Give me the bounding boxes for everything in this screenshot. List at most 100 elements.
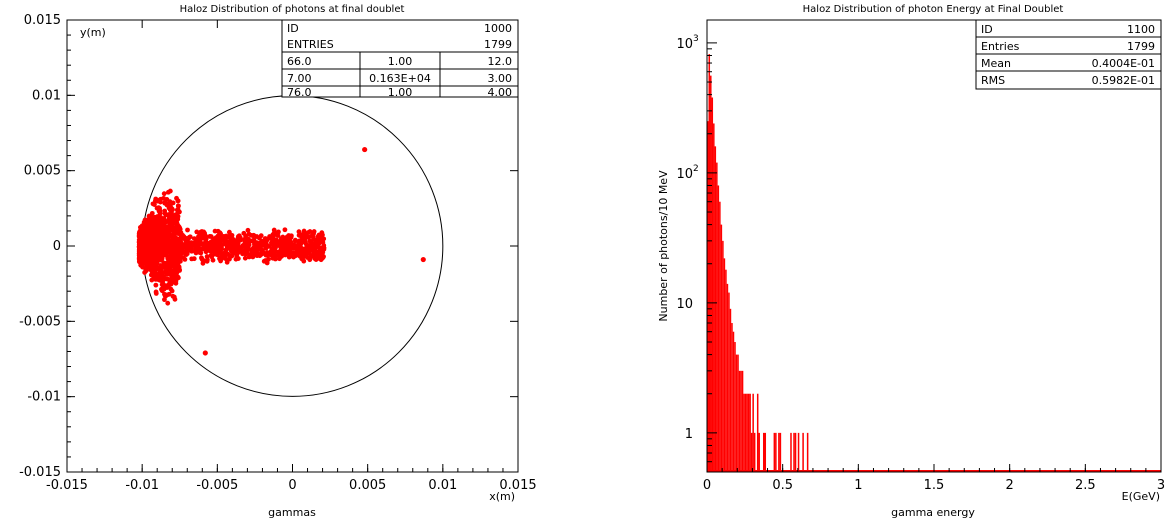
histogram-bar [750, 432, 753, 472]
histogram-bar [764, 432, 767, 472]
photon-point [174, 243, 179, 249]
histogram-bar [725, 269, 727, 472]
scatter-stats-cell: 76.0 [287, 86, 312, 99]
photon-point [167, 221, 173, 227]
photon-point [152, 198, 158, 204]
histogram-bar [744, 393, 747, 472]
histogram-bar [710, 75, 712, 472]
photon-point [235, 235, 241, 241]
histogram-bar [726, 283, 729, 472]
photon-point [145, 241, 150, 247]
photon-point [214, 237, 219, 243]
histogram-bar [731, 323, 733, 472]
photon-point [241, 230, 247, 236]
photon-point [166, 254, 172, 260]
photon-point [153, 282, 159, 288]
photon-point [200, 257, 205, 263]
photon-point [212, 228, 218, 234]
photon-point [163, 212, 169, 218]
x-tick-label: 2.5 [1075, 478, 1096, 493]
histogram-bar [732, 331, 735, 472]
photon-point [164, 245, 170, 251]
photon-point [240, 243, 246, 249]
histogram-bar [762, 432, 765, 472]
photon-point [145, 226, 151, 231]
photon-point [161, 233, 167, 239]
photon-point [302, 246, 308, 252]
photon-point [163, 276, 168, 282]
photon-point [156, 198, 162, 203]
y-tick-label: 10 [676, 37, 693, 52]
photon-point [244, 243, 250, 249]
x-tick-label: 1 [854, 478, 862, 493]
photon-point [224, 239, 230, 245]
photon-point [149, 244, 155, 250]
photon-point [161, 282, 166, 287]
photon-point [276, 253, 281, 259]
histogram-bar [737, 354, 739, 472]
histogram-bar [779, 432, 782, 472]
photon-point [159, 241, 165, 247]
y-tick-exponent: 3 [693, 34, 699, 44]
y-tick-label: -0.01 [27, 390, 61, 405]
scatter-title: Haloz Distribution of photons at final d… [180, 4, 405, 15]
photon-point [165, 260, 171, 266]
photon-point [291, 253, 296, 259]
photon-point [168, 240, 174, 246]
histogram-stats-label: Mean [981, 57, 1011, 70]
photon-point [140, 260, 146, 266]
y-tick-label: 0 [53, 239, 61, 254]
scatter-stats-cell: 4.00 [488, 86, 513, 99]
photon-point [156, 274, 161, 280]
histogram-bar [749, 393, 751, 472]
photon-point [303, 252, 309, 258]
photon-point [235, 244, 241, 249]
photon-point [177, 268, 182, 273]
photon-point [173, 280, 179, 286]
photon-point [318, 239, 324, 244]
histogram-bar [797, 432, 800, 472]
photon-point [319, 247, 325, 253]
photon-point [197, 238, 203, 243]
x-tick-label: 0.005 [349, 478, 386, 493]
photon-point [170, 207, 175, 213]
photon-point [298, 240, 304, 246]
histogram-bar [741, 370, 744, 472]
photon-point [229, 242, 235, 248]
photon-point [156, 251, 161, 257]
photon-point [165, 189, 171, 195]
scatter-stats-cell: 3.00 [488, 72, 513, 85]
histogram-bar [740, 370, 742, 472]
scatter-stats-cell: 12.0 [488, 55, 513, 68]
photon-point [157, 269, 163, 275]
photon-point [145, 251, 151, 257]
photon-point [171, 230, 177, 236]
photon-point [169, 247, 175, 253]
histogram-stats-value: 0.4004E-01 [1092, 57, 1155, 70]
photon-point [175, 214, 181, 219]
photon-point [170, 200, 176, 206]
x-tick-label: 0.5 [772, 478, 793, 493]
scatter-stats-cell: 1.00 [388, 86, 413, 99]
photon-point [208, 253, 214, 259]
scatter-stats-cell: 0.163E+04 [369, 72, 431, 85]
histogram-bar [720, 224, 723, 472]
photon-point [200, 260, 206, 266]
histogram-bar [722, 240, 724, 472]
x-tick-label: 0 [288, 478, 296, 493]
photon-point [320, 232, 325, 238]
photon-point [198, 250, 204, 256]
photon-point [253, 242, 259, 248]
photon-point [199, 233, 205, 238]
histogram-stats-value: 1799 [1127, 40, 1155, 53]
photon-point [149, 221, 155, 227]
photon-point [178, 240, 184, 246]
histogram-bar [753, 432, 756, 472]
photon-outlier-point [202, 350, 208, 356]
histogram-stats-value: 1100 [1127, 23, 1155, 36]
photon-point [144, 264, 150, 269]
x-tick-label: 0.01 [428, 478, 457, 493]
photon-point [311, 229, 317, 234]
histogram-bottom-label: gamma energy [891, 506, 975, 519]
